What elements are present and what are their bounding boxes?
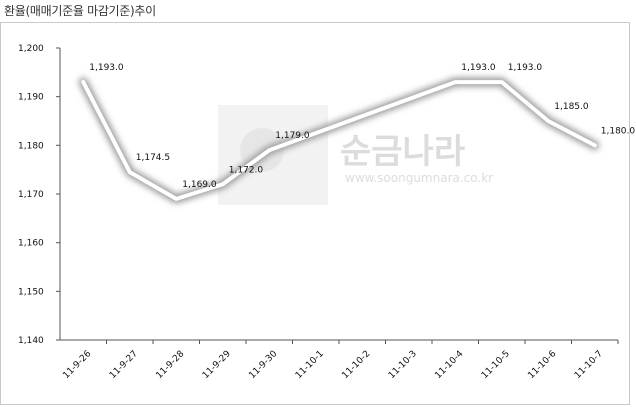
x-tick-label: 11-10-6 (526, 349, 558, 381)
series-line (78, 77, 600, 204)
x-tick-label: 11-9-30 (247, 349, 279, 381)
x-tick-label: 11-10-4 (433, 349, 465, 381)
x-axis-ticks: 11-9-26 11-9-27 11-9-28 11-9-29 11-9-30 11-10… (61, 340, 619, 381)
data-label: 1,174.5 (136, 153, 170, 163)
y-tick-label: 1,190 (18, 93, 44, 103)
data-point (268, 149, 270, 151)
data-label: 1,193.0 (89, 63, 124, 73)
y-tick-label: 1,150 (18, 287, 44, 297)
data-point (315, 132, 317, 134)
data-label: 1,185.0 (554, 102, 589, 112)
watermark-url: www.soongumnara.co.kr (345, 171, 493, 185)
data-label: 1,179.0 (275, 131, 310, 141)
data-label: 1,180.0 (601, 126, 636, 136)
y-tick-label: 1,140 (18, 336, 44, 346)
x-tick-label: 11-9-28 (154, 349, 186, 381)
chart-title: 환율(매매기준율 마감기준)추이 (4, 4, 156, 18)
series-line-path (81, 80, 597, 201)
data-point (547, 120, 549, 122)
data-label: 1,193.0 (508, 63, 543, 73)
data-point (501, 81, 503, 83)
series-line-shadow (78, 77, 600, 204)
chart-frame (0, 22, 630, 405)
y-tick-label: 1,170 (18, 190, 44, 200)
x-tick-label: 11-10-2 (340, 349, 372, 381)
y-tick-label: 1,160 (18, 239, 44, 249)
data-label: 1,172.0 (229, 165, 264, 175)
data-label: 1,169.0 (182, 180, 217, 190)
x-tick-label: 11-10-7 (573, 349, 605, 381)
x-tick-label: 11-10-3 (387, 349, 419, 381)
data-point (129, 171, 131, 173)
data-point (408, 98, 410, 100)
x-tick-label: 11-10-1 (294, 349, 326, 381)
data-labels: 1,193.0 1,174.5 1,169.0 1,172.0 1,179.0 1,193… (89, 63, 635, 190)
watermark-brand: 순금나라 (340, 132, 465, 172)
y-tick-label: 1,200 (18, 44, 44, 54)
data-point (454, 81, 456, 83)
x-tick-label: 11-9-29 (201, 349, 233, 381)
data-point (594, 144, 596, 146)
data-label: 1,193.0 (461, 63, 496, 73)
data-point (175, 198, 177, 200)
data-point (82, 81, 84, 83)
data-point (222, 183, 224, 185)
x-tick-label: 11-9-27 (108, 349, 140, 381)
y-axis-ticks: 1,140 1,150 1,160 1,170 1,180 1,190 1,200 (18, 44, 60, 346)
watermark: 순금나라 www.soongumnara.co.kr (218, 105, 493, 205)
data-point (361, 115, 363, 117)
x-tick-label: 11-9-26 (61, 349, 93, 381)
y-tick-label: 1,180 (18, 141, 44, 151)
x-tick-label: 11-10-5 (480, 349, 512, 381)
